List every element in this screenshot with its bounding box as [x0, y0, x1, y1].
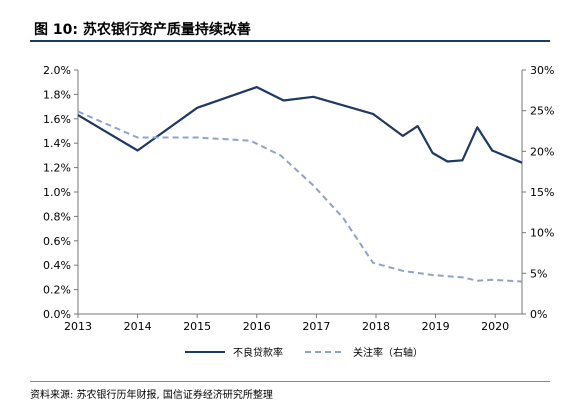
data-point-1: [372, 113, 374, 115]
data-point-2: [137, 137, 139, 139]
x-tick-label: 2019: [422, 320, 450, 333]
data-point-2: [402, 270, 404, 272]
data-point-1: [491, 150, 493, 152]
y-left-tick-label: 2.0%: [43, 64, 71, 77]
data-point-1: [521, 162, 523, 164]
data-point-2: [372, 262, 374, 264]
data-point-2: [491, 279, 493, 281]
y-left-tick-label: 1.6%: [43, 113, 71, 126]
figure-title-bar: 图 10: 苏农银行资产质量持续改善: [30, 14, 550, 42]
data-point-1: [256, 86, 258, 88]
y-left-tick-label: 0.4%: [43, 259, 71, 272]
data-point-2: [313, 185, 315, 187]
data-point-2: [196, 137, 198, 139]
y-right-tick-label: 30%: [530, 64, 554, 77]
y-left-tick-label: 1.2%: [43, 162, 71, 175]
data-point-1: [432, 152, 434, 154]
data-point-2: [462, 277, 464, 279]
source-note: 资料来源: 苏农银行历年财报, 国信证券经济研究所整理: [30, 390, 273, 401]
data-point-1: [196, 107, 198, 109]
series-line-1: [77, 85, 523, 164]
y-left-tick-label: 0.6%: [43, 235, 71, 248]
data-point-2: [250, 140, 252, 142]
data-point-1: [137, 150, 139, 152]
y-right-tick-label: 10%: [530, 227, 554, 240]
y-right-tick-label: 15%: [530, 186, 554, 199]
data-point-1: [402, 135, 404, 137]
data-point-2: [521, 281, 523, 283]
y-right-tick-label: 25%: [530, 105, 554, 118]
x-tick-label: 2013: [64, 320, 92, 333]
data-point-2: [477, 280, 479, 282]
data-point-2: [342, 217, 344, 219]
y-right-tick-label: 20%: [530, 145, 554, 158]
y-left-tick-label: 1.0%: [43, 186, 71, 199]
data-point-1: [477, 127, 479, 129]
y-right-tick-label: 5%: [530, 267, 547, 280]
figure-footer: 资料来源: 苏农银行历年财报, 国信证券经济研究所整理: [30, 381, 550, 401]
data-point-1: [447, 161, 449, 163]
data-point-1: [77, 114, 79, 116]
data-point-2: [280, 155, 282, 157]
y-left-tick-label: 1.8%: [43, 88, 71, 101]
y-left-tick-label: 0.2%: [43, 284, 71, 297]
data-point-1: [283, 100, 285, 102]
data-point-2: [77, 111, 79, 113]
series-line-2: [77, 110, 523, 283]
figure-title: 图 10: 苏农银行资产质量持续改善: [34, 22, 251, 38]
x-tick-label: 2020: [481, 320, 509, 333]
x-tick-label: 2015: [183, 320, 211, 333]
x-tick-label: 2017: [302, 320, 330, 333]
data-point-1: [313, 96, 315, 98]
x-tick-label: 2018: [362, 320, 390, 333]
x-tick-label: 2016: [243, 320, 271, 333]
y-right-tick-label: 0%: [530, 308, 547, 321]
y-left-tick-label: 0.0%: [43, 308, 71, 321]
x-tick-label: 2014: [124, 320, 152, 333]
legend-label-2: 关注率（右轴）: [353, 346, 423, 359]
y-left-tick-label: 0.8%: [43, 210, 71, 223]
y-left-tick-label: 1.4%: [43, 137, 71, 150]
data-point-1: [417, 125, 419, 127]
legend-label-1: 不良贷款率: [233, 346, 283, 359]
data-point-2: [432, 274, 434, 276]
data-point-1: [462, 159, 464, 161]
